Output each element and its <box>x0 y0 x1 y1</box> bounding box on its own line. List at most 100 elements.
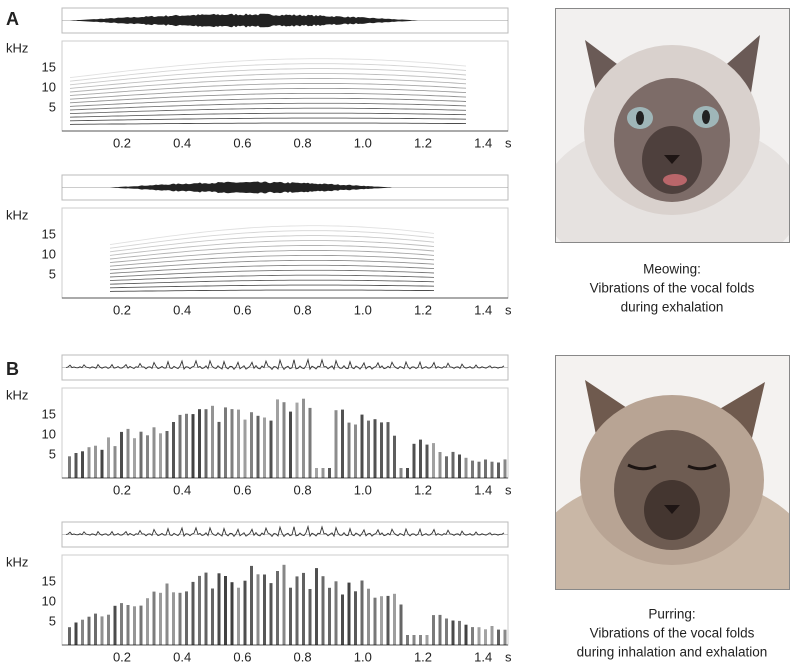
harmonic <box>69 122 467 125</box>
pulse <box>458 620 461 645</box>
pulse <box>139 605 143 645</box>
pulse <box>159 433 162 478</box>
cat-photo-purring <box>556 356 789 589</box>
time-tick-label: 0.6 <box>233 135 251 150</box>
pulse <box>191 414 195 478</box>
pulse <box>412 635 416 645</box>
pulse <box>373 419 377 478</box>
time-tick-label: 1.0 <box>354 302 372 317</box>
pulse <box>406 468 409 478</box>
pulse <box>425 444 429 478</box>
pulse <box>503 629 507 645</box>
pulse <box>477 461 481 478</box>
caption-line: Purring: <box>648 607 695 622</box>
pulse <box>237 409 240 478</box>
time-tick-label: 0.4 <box>173 135 191 150</box>
time-tick-label: 1.4 <box>474 482 492 497</box>
pulse <box>451 451 455 478</box>
time-tick-label: 1.2 <box>414 302 432 317</box>
pulse <box>165 583 169 645</box>
waveform <box>65 357 505 371</box>
time-tick-label: 0.4 <box>173 482 191 497</box>
harmonic <box>109 289 435 292</box>
pulse <box>308 589 312 645</box>
pulse <box>419 635 422 645</box>
time-tick-label: 0.8 <box>294 302 312 317</box>
waveform <box>70 13 470 28</box>
time-tick-label: 0.2 <box>113 302 131 317</box>
harmonic <box>109 235 435 253</box>
recording <box>61 354 509 479</box>
time-unit: s <box>505 649 512 664</box>
pulse <box>497 462 500 478</box>
harmonic <box>109 240 435 256</box>
time-tick-label: 0.6 <box>233 302 251 317</box>
pulse <box>321 576 325 645</box>
pulse <box>328 587 331 645</box>
pulse <box>237 587 240 645</box>
pulse <box>399 468 403 478</box>
harmonic <box>69 112 467 118</box>
pulse <box>204 572 208 645</box>
pulse <box>432 615 435 645</box>
freq-tick-label: 15 <box>42 59 56 74</box>
harmonic <box>69 68 467 86</box>
pulse <box>217 573 221 645</box>
pulse <box>81 619 84 645</box>
pulse <box>490 461 494 478</box>
pulse <box>276 571 279 645</box>
pulse <box>230 582 234 645</box>
pulse <box>360 414 364 478</box>
pulse <box>321 468 325 478</box>
pulse <box>68 456 71 478</box>
time-tick-label: 1.4 <box>474 135 492 150</box>
time-tick-label: 0.6 <box>233 649 251 664</box>
pulse <box>347 582 351 645</box>
pulse <box>250 412 253 478</box>
harmonic <box>69 102 467 111</box>
pulse <box>139 431 143 478</box>
time-tick-label: 1.4 <box>474 302 492 317</box>
pulse <box>211 405 214 478</box>
pulse <box>432 443 435 478</box>
pulse <box>87 616 91 645</box>
time-unit: s <box>505 482 512 497</box>
harmonic <box>109 274 435 282</box>
caption-line: Vibrations of the vocal folds <box>590 281 755 296</box>
freq-tick-label: 15 <box>42 226 56 241</box>
freq-tick-label: 10 <box>42 79 56 94</box>
time-tick-label: 0.8 <box>294 649 312 664</box>
time-tick-label: 1.4 <box>474 649 492 664</box>
time-unit: s <box>505 302 512 317</box>
pulse <box>399 604 403 645</box>
freq-tick-label: 10 <box>42 426 56 441</box>
freq-tick-label: 15 <box>42 573 56 588</box>
harmonic <box>109 225 435 246</box>
pulse <box>224 407 227 478</box>
pulse <box>224 576 227 645</box>
pulse <box>458 454 461 478</box>
time-tick-label: 1.0 <box>354 649 372 664</box>
harmonic <box>109 245 435 260</box>
harmonic <box>109 264 435 274</box>
pulse <box>152 591 156 645</box>
pulse <box>165 431 169 478</box>
waveform <box>65 524 505 538</box>
pulse <box>425 635 429 645</box>
pulse <box>341 594 344 645</box>
pulse <box>484 459 487 478</box>
time-tick-label: 0.4 <box>173 302 191 317</box>
pulse <box>497 629 500 645</box>
freq-unit: kHz <box>6 387 28 402</box>
harmonic <box>109 284 435 289</box>
freq-unit: kHz <box>6 554 28 569</box>
pulse <box>445 618 448 645</box>
time-tick-label: 0.2 <box>113 649 131 664</box>
freq-tick-label: 5 <box>49 99 56 114</box>
pulse <box>243 580 247 645</box>
pulse <box>393 435 396 478</box>
pulse <box>133 438 136 478</box>
freq-tick-label: 5 <box>49 266 56 281</box>
harmonic <box>69 87 467 100</box>
pulse <box>484 629 487 645</box>
